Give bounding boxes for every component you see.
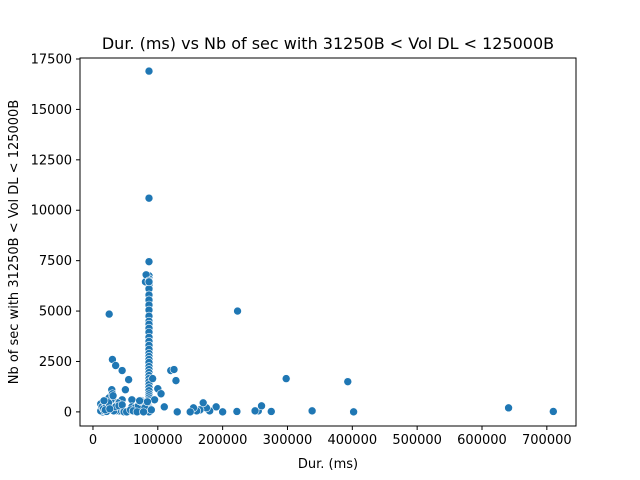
x-tick-label: 0 [89,433,97,448]
data-point [104,309,114,319]
data-point [143,397,152,407]
x-axis-label: Dur. (ms) [298,457,358,472]
data-point [139,407,148,417]
data-point [99,396,109,406]
data-point [144,193,154,203]
data-point [218,407,227,417]
data-point [150,395,159,405]
y-axis-label: Nb of sec with 31250B < Vol DL < 125000B [7,100,22,385]
data-point [504,403,513,413]
data-point [135,396,144,406]
data-point [117,366,127,375]
data-point [144,66,154,76]
x-tick-label: 100000 [133,433,183,448]
y-tick-label: 12500 [31,153,72,168]
y-tick-label: 17500 [31,53,72,68]
data-point [266,407,276,416]
y-tick-label: 7500 [39,254,72,269]
data-point [144,257,154,266]
data-point [349,407,358,417]
x-tick-label: 600000 [457,433,507,448]
plot-frame [79,57,577,427]
y-tick-label: 2500 [39,355,72,370]
data-point [156,389,166,399]
data-point [124,375,133,384]
data-point [159,402,169,412]
data-point [549,407,558,416]
data-point [307,406,317,416]
data-point [144,277,154,287]
data-point [343,377,353,386]
data-point [198,398,208,408]
data-point [169,365,179,374]
y-tick-label: 0 [64,405,72,420]
data-point [108,391,118,401]
data-point [211,402,221,412]
data-point [121,385,130,395]
chart-title: Dur. (ms) vs Nb of sec with 31250B < Vol… [102,34,554,53]
x-tick-label: 200000 [198,433,248,448]
data-point [171,376,181,385]
y-tick-label: 5000 [39,305,72,320]
y-tick-label: 15000 [31,103,72,118]
data-point [233,306,242,316]
data-point [250,406,260,416]
data-point [147,405,156,415]
data-point [257,401,266,411]
data-point [281,374,291,383]
x-tick-label: 300000 [263,433,313,448]
data-point [232,407,242,416]
data-point [172,407,182,417]
data-point [117,400,127,410]
y-tick-label: 10000 [31,204,72,219]
data-point [148,374,157,383]
x-tick-label: 700000 [522,433,572,448]
data-point [185,407,195,417]
x-tick-label: 400000 [327,433,377,448]
data-point [105,404,115,414]
plot-area [96,66,558,417]
axes: 0 100000 200000 300000 400000 500000 600000 700… [31,53,577,448]
x-tick-label: 500000 [392,433,442,448]
data-point [111,361,120,370]
